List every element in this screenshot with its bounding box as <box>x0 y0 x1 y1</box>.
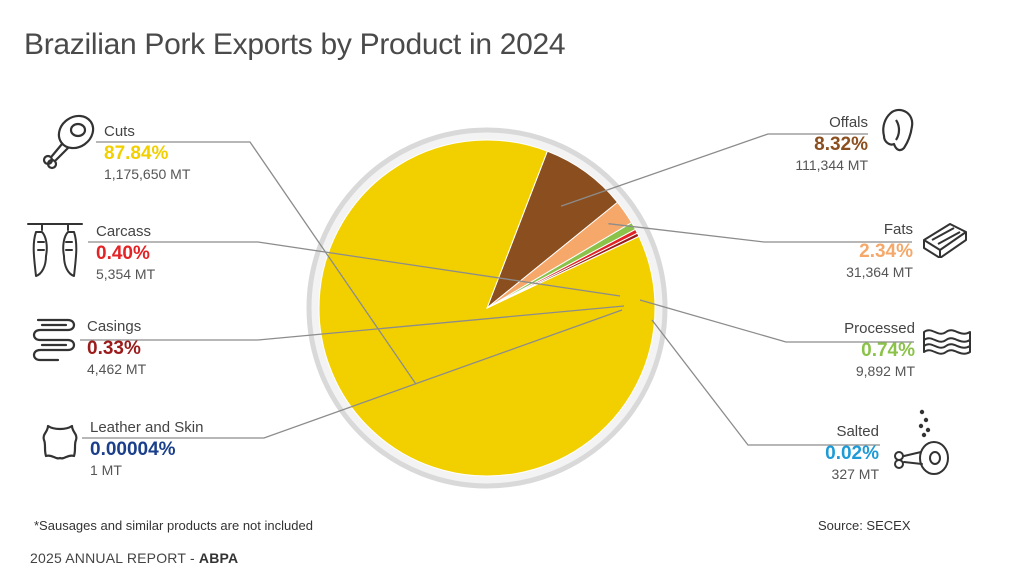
leader-line-fats <box>608 223 912 243</box>
label-offals: Offals 8.32% 111,344 MT <box>795 114 868 173</box>
salted-ham-icon <box>888 408 954 478</box>
leader-line-offals <box>560 133 868 207</box>
report-org: ABPA <box>198 550 239 566</box>
footnote: *Sausages and similar products are not i… <box>34 518 313 533</box>
slice-percent-carcass: 0.40% <box>96 243 150 265</box>
chart-title: Brazilian Pork Exports by Product in 202… <box>24 28 566 61</box>
leader-line-processed <box>639 299 914 343</box>
hanging-carcass-icon <box>26 218 84 280</box>
slice-volume-casings: 4,462 MT <box>87 361 147 378</box>
slice-name-cuts: Cuts <box>104 123 135 140</box>
slice-name-fats: Fats <box>883 221 913 238</box>
label-leather: Leather and Skin 0.00004% 1 MT <box>90 419 203 478</box>
leader-line-salted <box>651 319 880 446</box>
report-prefix: 2025 ANNUAL REPORT - <box>30 550 199 566</box>
label-processed: Processed 0.74% 9,892 MT <box>844 320 915 379</box>
leader-line-leather <box>82 309 623 439</box>
intestines-icon <box>28 314 80 368</box>
slice-percent-processed: 0.74% <box>861 340 915 362</box>
hide-icon <box>40 422 80 462</box>
slice-percent-offals: 8.32% <box>814 134 868 156</box>
slice-volume-offals: 111,344 MT <box>795 157 868 174</box>
slice-name-leather: Leather and Skin <box>90 419 204 436</box>
slice-percent-cuts: 87.84% <box>104 143 169 165</box>
bacon-strip-icon <box>922 324 972 360</box>
bacon-slab-icon <box>920 218 970 258</box>
slice-name-offals: Offals <box>829 114 868 131</box>
liver-icon <box>878 106 918 154</box>
slice-percent-casings: 0.33% <box>87 338 141 360</box>
label-carcass: Carcass 0.40% 5,354 MT <box>96 223 155 282</box>
slice-name-carcass: Carcass <box>96 223 152 240</box>
label-cuts: Cuts 87.84% 1,175,650 MT <box>104 123 190 182</box>
leader-line-casings <box>80 305 625 341</box>
slice-name-processed: Processed <box>844 320 915 337</box>
label-casings: Casings 0.33% 4,462 MT <box>87 318 146 377</box>
leader-line-cuts <box>96 141 417 385</box>
source-note: Source: SECEX <box>818 518 911 533</box>
slice-volume-cuts: 1,175,650 MT <box>104 166 191 183</box>
slice-percent-salted: 0.02% <box>825 443 879 465</box>
ham-leg-icon <box>38 112 98 170</box>
label-fats: Fats 2.34% 31,364 MT <box>846 221 913 280</box>
slice-volume-leather: 1 MT <box>90 462 122 479</box>
slice-percent-leather: 0.00004% <box>90 439 176 461</box>
slice-name-salted: Salted <box>836 423 879 440</box>
slice-volume-salted: 327 MT <box>831 466 879 483</box>
slice-volume-carcass: 5,354 MT <box>96 266 156 283</box>
report-credit: 2025 ANNUAL REPORT - ABPA <box>30 550 238 566</box>
leader-line-carcass <box>88 241 621 297</box>
slice-volume-processed: 9,892 MT <box>855 363 915 380</box>
slice-percent-fats: 2.34% <box>859 241 913 263</box>
slice-volume-fats: 31,364 MT <box>846 264 913 281</box>
label-salted: Salted 0.02% 327 MT <box>825 423 879 482</box>
pie-slice-offals <box>485 150 619 310</box>
slice-name-casings: Casings <box>87 318 142 335</box>
